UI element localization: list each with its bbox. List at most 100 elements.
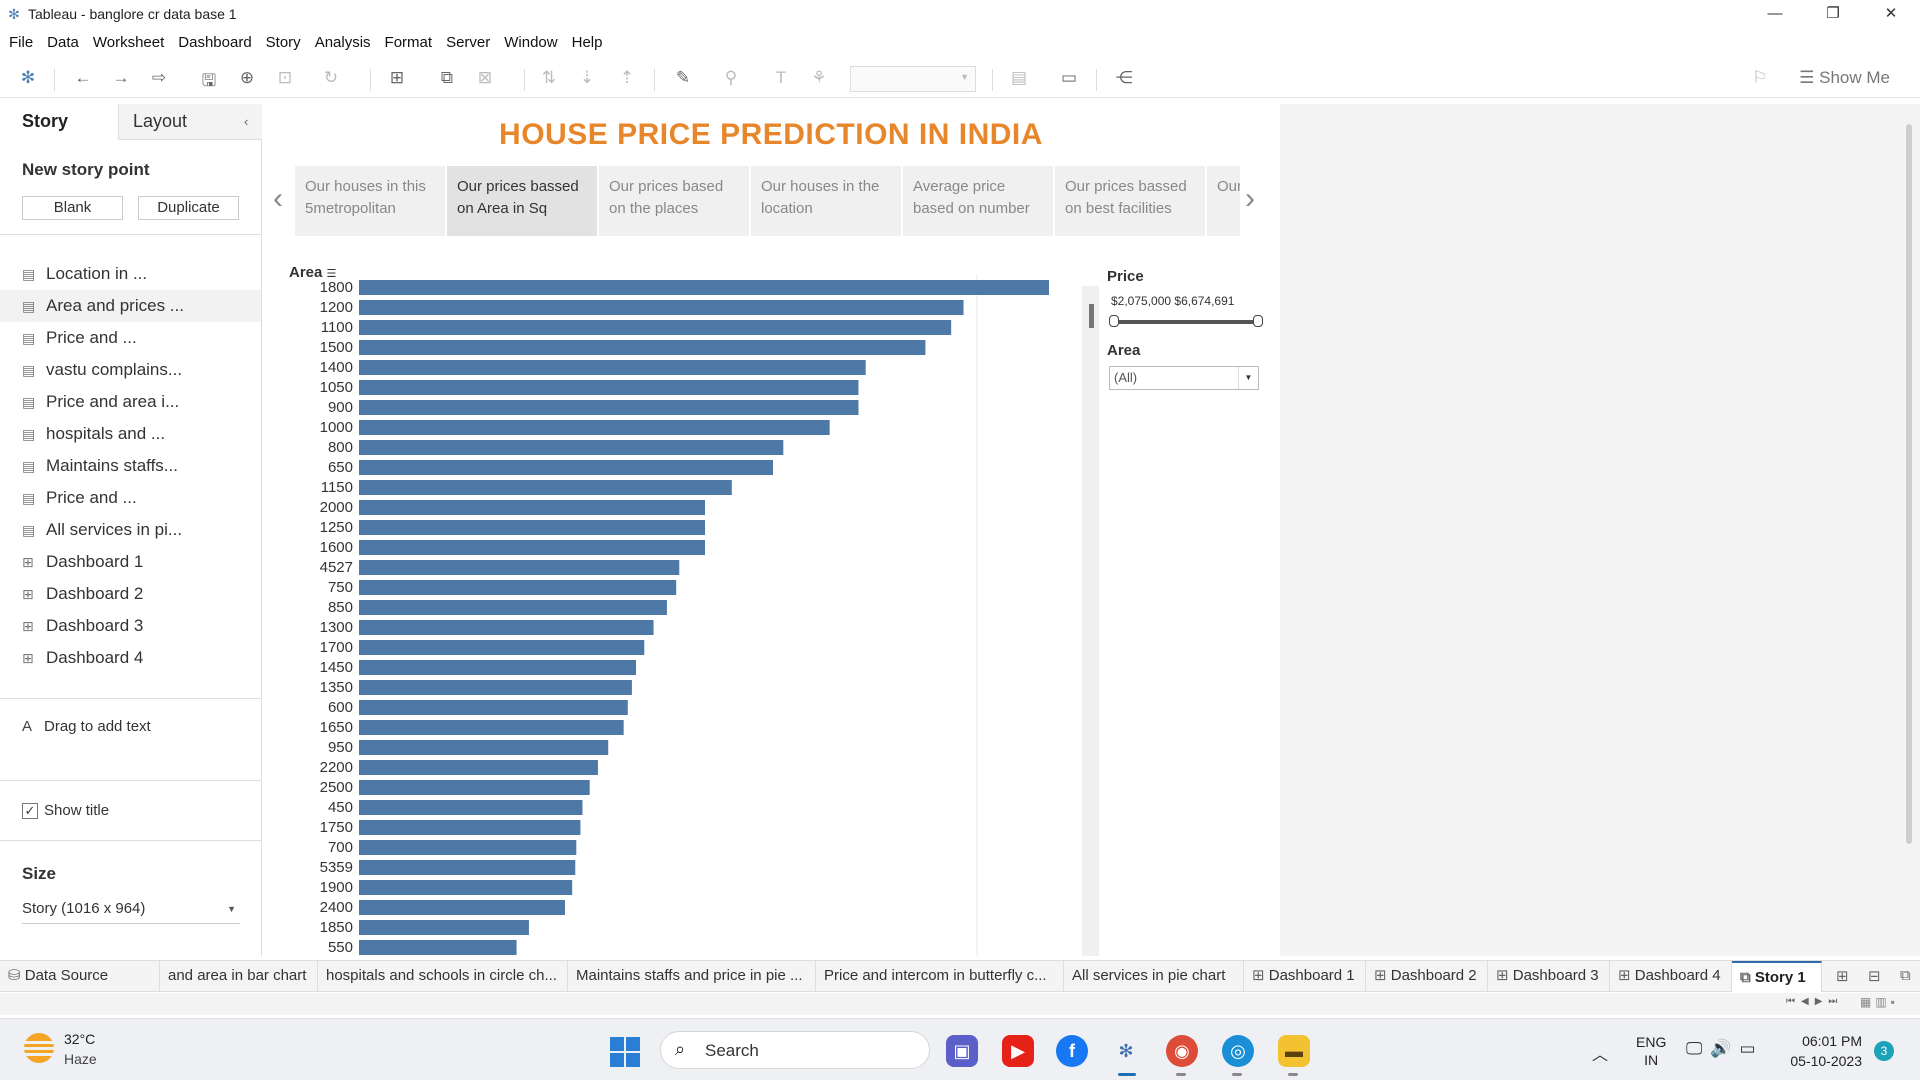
story-point-tab[interactable]: Our prices bassed on Area in Sq: [447, 166, 597, 236]
bar[interactable]: [359, 520, 706, 535]
bar[interactable]: [359, 580, 677, 595]
bar[interactable]: [359, 680, 632, 695]
bar[interactable]: [359, 560, 680, 575]
sheet-list-item[interactable]: ▤ Price and ...: [0, 482, 261, 514]
notification-badge[interactable]: 3: [1874, 1041, 1894, 1061]
sort-ascending-icon[interactable]: ⇣: [579, 68, 595, 87]
highlight-icon[interactable]: ✎: [675, 68, 691, 87]
bar[interactable]: [359, 720, 624, 735]
tableau-taskbar-icon[interactable]: ✻: [1118, 1041, 1134, 1061]
collapse-panel-icon[interactable]: ‹: [244, 114, 249, 129]
duplicate-sheet-icon[interactable]: ⧉: [440, 68, 454, 87]
sheet-list-item[interactable]: ▤ hospitals and ...: [0, 418, 261, 450]
sheet-tab[interactable]: Price and intercom in butterfly c...: [816, 961, 1064, 992]
menu-help[interactable]: Help: [571, 33, 603, 51]
drag-to-add-text[interactable]: A Drag to add text: [22, 718, 151, 735]
bar[interactable]: [359, 480, 732, 495]
bar[interactable]: [359, 300, 964, 315]
chart-scrollbar[interactable]: [1082, 286, 1099, 956]
sheet-tab[interactable]: hospitals and schools in circle ch...: [318, 961, 568, 992]
new-worksheet-icon[interactable]: ⊞: [1836, 968, 1849, 985]
windows-start-icon[interactable]: [610, 1037, 640, 1067]
sheet-list-item[interactable]: ▤ Maintains staffs...: [0, 450, 261, 482]
sheet-tab[interactable]: ⊞ Dashboard 1: [1244, 961, 1366, 992]
bar[interactable]: [359, 800, 583, 815]
sheet-list-item[interactable]: ▤ Price and area i...: [0, 386, 261, 418]
menu-dashboard[interactable]: Dashboard: [178, 33, 252, 51]
minimize-button[interactable]: —: [1767, 5, 1783, 22]
bar[interactable]: [359, 700, 628, 715]
weather-temperature[interactable]: 32°C: [64, 1031, 96, 1047]
share-icon[interactable]: ⋲: [1115, 68, 1133, 87]
clear-sheet-icon[interactable]: ⊠: [477, 68, 493, 87]
bar[interactable]: [359, 280, 1049, 295]
tableau-logo-icon[interactable]: ✻: [20, 68, 36, 87]
duplicate-button[interactable]: Duplicate: [138, 196, 239, 220]
area-filter-dropdown[interactable]: (All) ▼: [1109, 366, 1259, 390]
sheet-list-item[interactable]: ⊞ Dashboard 2: [0, 578, 261, 610]
sheet-tab[interactable]: ⊞ Dashboard 4: [1610, 961, 1732, 992]
menu-window[interactable]: Window: [504, 33, 558, 51]
pause-updates-icon[interactable]: ⊡: [277, 68, 293, 87]
sort-icon[interactable]: ☰: [326, 268, 337, 280]
fit-icon[interactable]: ▤: [1010, 68, 1028, 87]
sheet-navigation-icon[interactable]: ⏮◀▶⏭: [1786, 996, 1844, 1007]
sort-descending-icon[interactable]: ⇡: [619, 68, 635, 87]
menu-file[interactable]: File: [9, 33, 34, 51]
bar[interactable]: [359, 540, 706, 555]
price-slider-max-handle[interactable]: [1253, 315, 1263, 327]
tab-story[interactable]: Story: [0, 104, 118, 140]
new-story-icon[interactable]: ⧉: [1900, 967, 1911, 984]
story-point-tab[interactable]: Our prices bassed on best facilities: [1055, 166, 1205, 236]
facebook-icon[interactable]: f: [1056, 1035, 1088, 1067]
new-dashboard-icon[interactable]: ⊟: [1868, 968, 1881, 985]
teams-icon[interactable]: ▣: [946, 1035, 978, 1067]
sheet-list-item[interactable]: ⊞ Dashboard 3: [0, 610, 261, 642]
sheet-tab[interactable]: and area in bar chart: [160, 961, 318, 992]
price-slider-min-handle[interactable]: [1109, 315, 1119, 327]
weather-description[interactable]: Haze: [64, 1051, 97, 1067]
replay-icon[interactable]: ⇨: [151, 68, 167, 87]
blank-button[interactable]: Blank: [22, 196, 123, 220]
menu-format[interactable]: Format: [384, 33, 433, 51]
chrome-icon[interactable]: ◉: [1166, 1035, 1198, 1067]
fit-dropdown[interactable]: ▼: [850, 66, 976, 92]
sheet-list-item[interactable]: ⊞ Dashboard 4: [0, 642, 261, 674]
new-data-source-icon[interactable]: ⊕: [239, 68, 255, 87]
sheet-tab[interactable]: ⊞ Dashboard 3: [1488, 961, 1610, 992]
menu-data[interactable]: Data: [47, 33, 79, 51]
bar[interactable]: [359, 860, 576, 875]
swap-icon[interactable]: ⇅: [541, 68, 557, 87]
presentation-mode-icon[interactable]: ▭: [1060, 68, 1078, 87]
edge-icon[interactable]: ◎: [1222, 1035, 1254, 1067]
area-column-header[interactable]: Area ☰: [289, 264, 337, 281]
story-point-tab[interactable]: Our th: [1207, 166, 1240, 236]
new-worksheet-icon[interactable]: ⊞: [389, 68, 405, 87]
weather-haze-icon[interactable]: [24, 1033, 54, 1063]
menu-story[interactable]: Story: [265, 33, 301, 51]
menu-server[interactable]: Server: [446, 33, 491, 51]
show-hidden-icons-icon[interactable]: ︿: [1592, 1047, 1609, 1064]
sheet-list-item[interactable]: ▤ vastu complains...: [0, 354, 261, 386]
bar[interactable]: [359, 500, 706, 515]
show-me-pin-icon[interactable]: ⚐: [1752, 68, 1768, 87]
story-point-tab[interactable]: Our houses in this 5metropolitan: [295, 166, 445, 236]
bar[interactable]: [359, 600, 667, 615]
clock[interactable]: 06:01 PM 05-10-2023: [1790, 1033, 1862, 1069]
sheet-list-item[interactable]: ▤ Location in ...: [0, 258, 261, 290]
sheet-tab[interactable]: ⧉ Story 1: [1732, 961, 1822, 992]
bar[interactable]: [359, 420, 830, 435]
save-icon[interactable]: 🖫: [201, 71, 217, 90]
pin-icon[interactable]: ⚘: [811, 68, 827, 87]
redo-icon[interactable]: →: [112, 68, 130, 87]
workspace-scrollbar[interactable]: [1906, 124, 1912, 844]
story-point-tab[interactable]: Our prices based on the places: [599, 166, 749, 236]
chart-scrollbar-thumb[interactable]: [1089, 304, 1094, 328]
sheet-tab[interactable]: ⊞ Dashboard 2: [1366, 961, 1488, 992]
show-title-checkbox[interactable]: ✓ Show title: [22, 802, 109, 819]
sheet-list-item[interactable]: ▤ Area and prices ...: [0, 290, 261, 322]
bar[interactable]: [359, 900, 565, 915]
previous-story-point-icon[interactable]: ‹: [273, 182, 283, 215]
sheet-list-item[interactable]: ▤ Price and ...: [0, 322, 261, 354]
sheet-tab[interactable]: ⛁ Data Source: [0, 961, 160, 992]
